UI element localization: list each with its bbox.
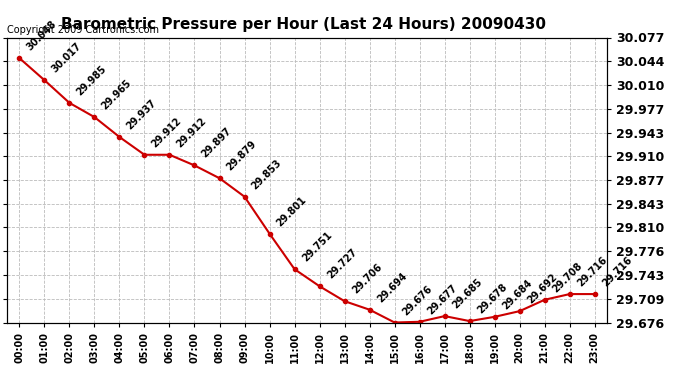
Text: 29.692: 29.692	[525, 272, 559, 306]
Text: 29.685: 29.685	[450, 277, 484, 310]
Text: Copyright 2009 Cartronics.com: Copyright 2009 Cartronics.com	[7, 25, 159, 34]
Text: 29.676: 29.676	[400, 284, 434, 317]
Text: 29.727: 29.727	[325, 247, 359, 281]
Text: 30.017: 30.017	[50, 41, 83, 75]
Text: 29.706: 29.706	[350, 262, 384, 296]
Text: Barometric Pressure per Hour (Last 24 Hours) 20090430: Barometric Pressure per Hour (Last 24 Ho…	[61, 17, 546, 32]
Text: 29.751: 29.751	[300, 230, 334, 264]
Text: 29.897: 29.897	[200, 126, 234, 160]
Text: 29.708: 29.708	[550, 261, 584, 294]
Text: 29.694: 29.694	[375, 271, 408, 304]
Text: 29.677: 29.677	[425, 283, 459, 316]
Text: 30.048: 30.048	[25, 19, 59, 53]
Text: 29.716: 29.716	[575, 255, 609, 288]
Text: 29.985: 29.985	[75, 64, 108, 98]
Text: 29.912: 29.912	[150, 116, 184, 149]
Text: 29.853: 29.853	[250, 158, 284, 191]
Text: 29.912: 29.912	[175, 116, 208, 149]
Text: 29.801: 29.801	[275, 194, 308, 228]
Text: 29.716: 29.716	[600, 255, 634, 288]
Text: 29.879: 29.879	[225, 139, 259, 172]
Text: 29.678: 29.678	[475, 282, 509, 315]
Text: 29.965: 29.965	[100, 78, 134, 111]
Text: 29.684: 29.684	[500, 278, 534, 311]
Text: 29.937: 29.937	[125, 98, 159, 132]
